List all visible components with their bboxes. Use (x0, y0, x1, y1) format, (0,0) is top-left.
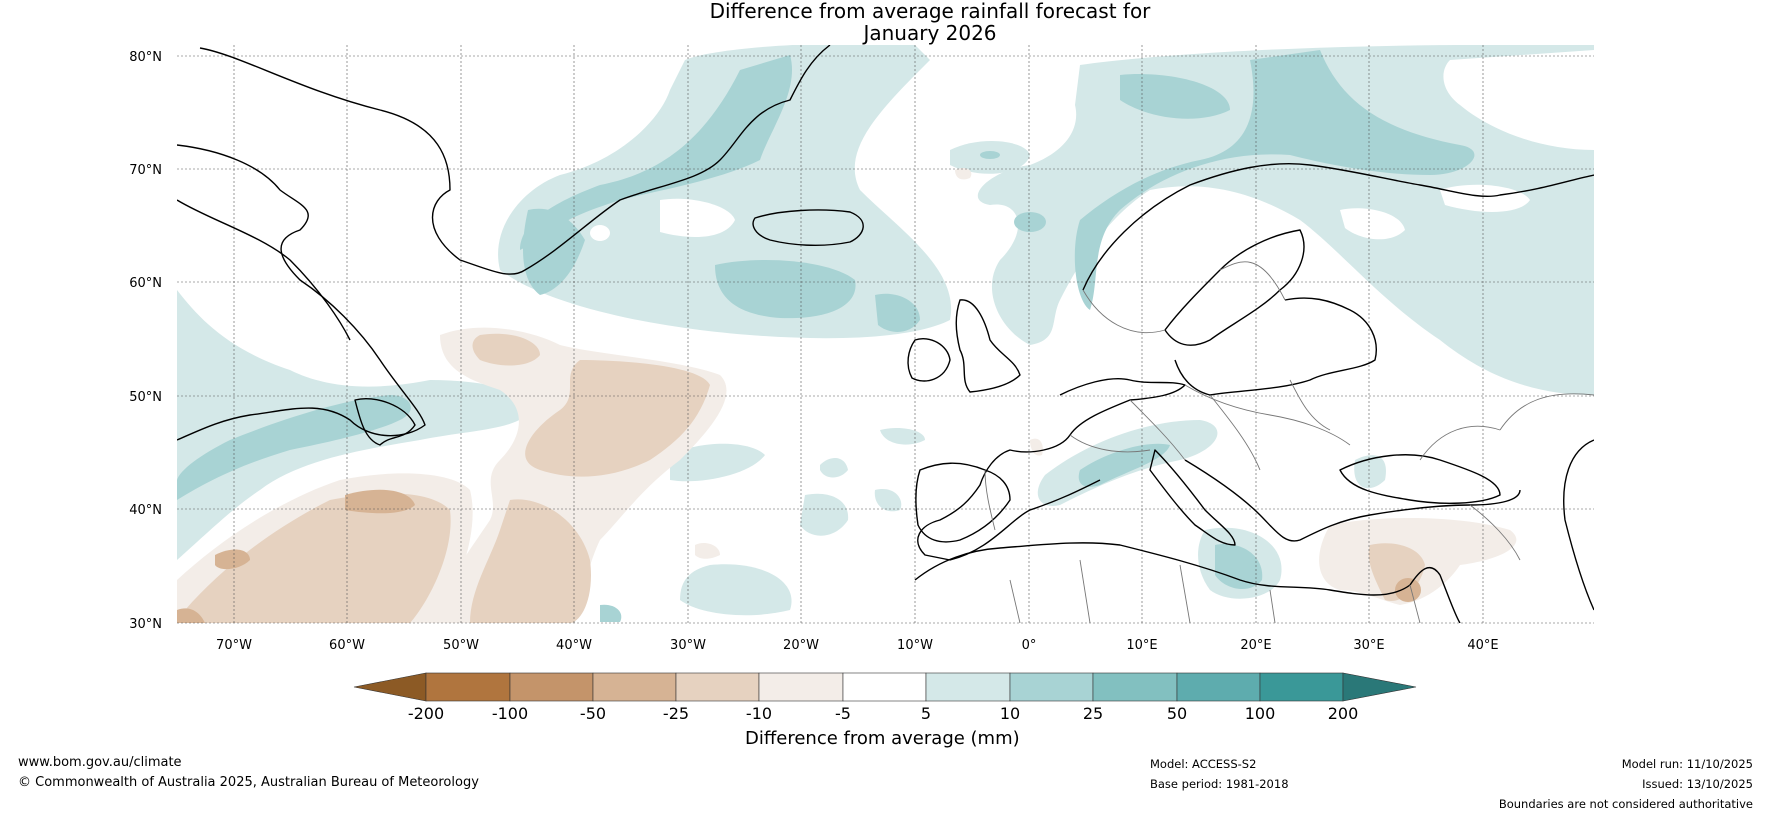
colorbar-bin (1009, 672, 1094, 702)
lon-label: 0° (1022, 638, 1037, 653)
colorbar-bin (925, 672, 1011, 702)
gridlines (177, 45, 1594, 624)
greenland-coast (199, 45, 831, 275)
base-period-text: Base period: 1981-2018 (1150, 777, 1289, 791)
middle-east-coast (1409, 566, 1461, 623)
black-sea-coast (1339, 454, 1501, 504)
lon-label: 20°E (1240, 638, 1271, 653)
lon-label: 40°W (556, 638, 592, 653)
iberia-coast (915, 462, 1011, 543)
lat-label: 30°N (129, 617, 162, 632)
website-text: www.bom.gov.au/climate (18, 755, 182, 770)
ireland-coast (907, 338, 951, 382)
colorbar-tick: 200 (1328, 704, 1359, 723)
lat-label: 60°N (129, 276, 162, 291)
coastlines (177, 45, 1594, 623)
lon-label: 60°W (329, 638, 365, 653)
north-africa-coast (914, 542, 1411, 596)
lat-label: 80°N (129, 50, 162, 65)
lon-label: 40°E (1467, 638, 1498, 653)
title-line-1: Difference from average rainfall forecas… (709, 0, 1151, 23)
colorbar-tick: 5 (921, 704, 931, 723)
chart-title: Difference from average rainfall forecas… (0, 0, 1770, 44)
country-borders (984, 261, 1594, 623)
colorbar-tick: 25 (1083, 704, 1103, 723)
model-run-text: Model run: 11/10/2025 (1621, 757, 1753, 771)
baltic-coast (1174, 297, 1377, 396)
colorbar-tick: -5 (835, 704, 851, 723)
colorbar-bin (425, 672, 511, 702)
colorbar-tick: -100 (492, 704, 528, 723)
britain-coast (955, 299, 1021, 393)
colorbar-ticks: -200 -100 -50 -25 -10 -5 5 10 25 50 100 … (408, 704, 1358, 723)
colorbar-below-min-triangle (353, 672, 427, 702)
colorbar-bins (425, 672, 1344, 702)
lon-label: 20°W (783, 638, 819, 653)
baffin-coast (177, 144, 426, 441)
colorbar-label: Difference from average (mm) (745, 728, 1020, 749)
colorbar-bin (1092, 672, 1178, 702)
colorbar-bin (758, 672, 844, 702)
lon-label: 70°W (216, 638, 252, 653)
colorbar-bin (509, 672, 594, 702)
issued-text: Issued: 13/10/2025 (1642, 777, 1753, 791)
colorbar-bin (1259, 672, 1344, 702)
lon-label: 30°E (1353, 638, 1384, 653)
lon-label: 50°W (443, 638, 479, 653)
lon-label: 10°E (1126, 638, 1157, 653)
colorbar-tick: -25 (663, 704, 689, 723)
copyright-text: © Commonwealth of Australia 2025, Austra… (18, 775, 479, 790)
colorbar-tick: -50 (580, 704, 606, 723)
colorbar-tick: 50 (1167, 704, 1187, 723)
ne-coast (1563, 439, 1594, 611)
model-text: Model: ACCESS-S2 (1150, 757, 1257, 771)
colorbar-bin (592, 672, 677, 702)
lat-label: 50°N (129, 390, 162, 405)
title-line-2: January 2026 (863, 21, 997, 45)
colorbar-bin (1176, 672, 1261, 702)
western-europe-coast (917, 378, 1186, 561)
colorbar-tick: -200 (408, 704, 444, 723)
longitude-labels: 70°W 60°W 50°W 40°W 30°W 20°W 10°W 0° 10… (216, 638, 1499, 653)
colorbar-tick: 100 (1245, 704, 1276, 723)
colorbar: -200 -100 -50 -25 -10 -5 5 10 25 50 100 … (353, 672, 1417, 723)
italy-coast (1149, 449, 1236, 546)
sweden-coast (1164, 229, 1305, 346)
rainfall-anomaly-shading (177, 45, 1594, 623)
lon-label: 30°W (670, 638, 706, 653)
lon-label: 10°W (897, 638, 933, 653)
norway-coast (1082, 163, 1594, 291)
labrador-coast (177, 199, 351, 341)
colorbar-bin (842, 672, 927, 702)
colorbar-tick: -10 (746, 704, 772, 723)
latitude-labels: 80°N 70°N 60°N 50°N 40°N 30°N (129, 50, 162, 632)
iceland-coast (752, 209, 864, 247)
disclaimer-text: Boundaries are not considered authoritat… (1498, 797, 1753, 811)
lat-label: 40°N (129, 503, 162, 518)
newfoundland-coast (354, 398, 416, 446)
colorbar-above-max-triangle (1342, 672, 1417, 702)
colorbar-tick: 10 (1000, 704, 1020, 723)
colorbar-bin (675, 672, 760, 702)
lat-label: 70°N (129, 163, 162, 178)
